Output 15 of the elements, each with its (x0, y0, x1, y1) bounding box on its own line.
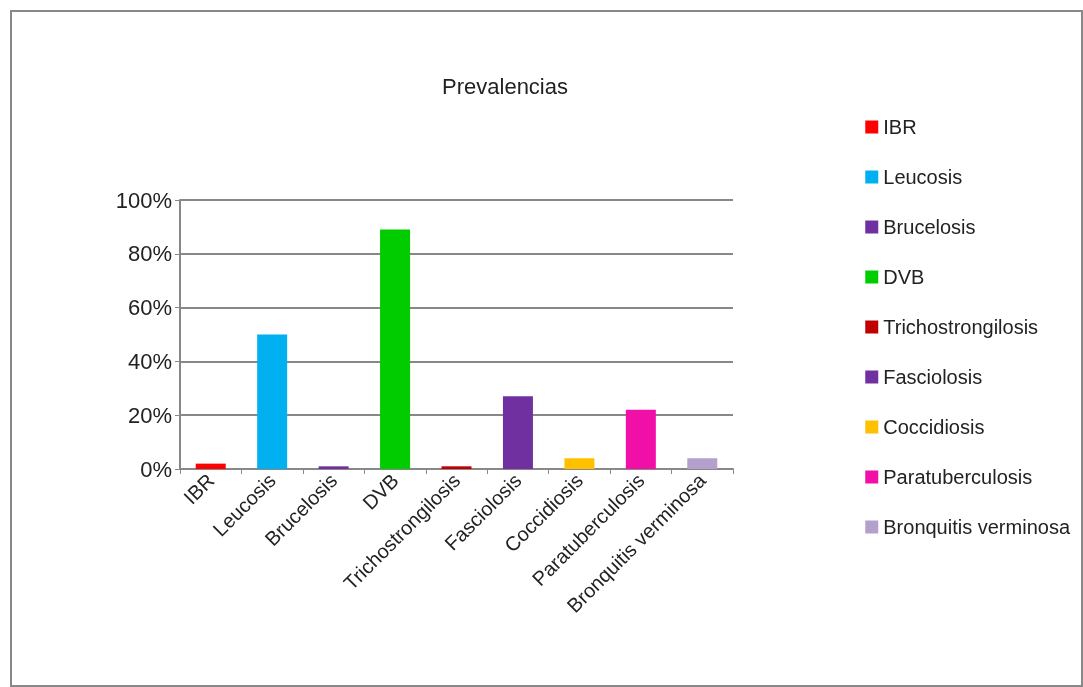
legend-label: IBR (883, 116, 917, 138)
y-tick-label: 0% (140, 456, 172, 482)
y-tick-label: 20% (127, 402, 172, 428)
legend-label: Brucelosis (883, 216, 976, 238)
y-tick-label: 80% (127, 241, 172, 267)
legend-label: Trichostrongilosis (883, 316, 1039, 338)
chart-title: Prevalencias (442, 73, 568, 99)
x-tick-label: IBR (179, 469, 219, 509)
legend-label: Fasciolosis (883, 366, 983, 388)
y-tick-label: 40% (127, 348, 172, 374)
y-tick-label: 60% (127, 295, 172, 321)
y-tick-label: 100% (115, 187, 172, 213)
legend-label: DVB (883, 266, 925, 288)
legend-label: Coccidiosis (883, 416, 985, 438)
legend-label: Leucosis (883, 166, 963, 188)
